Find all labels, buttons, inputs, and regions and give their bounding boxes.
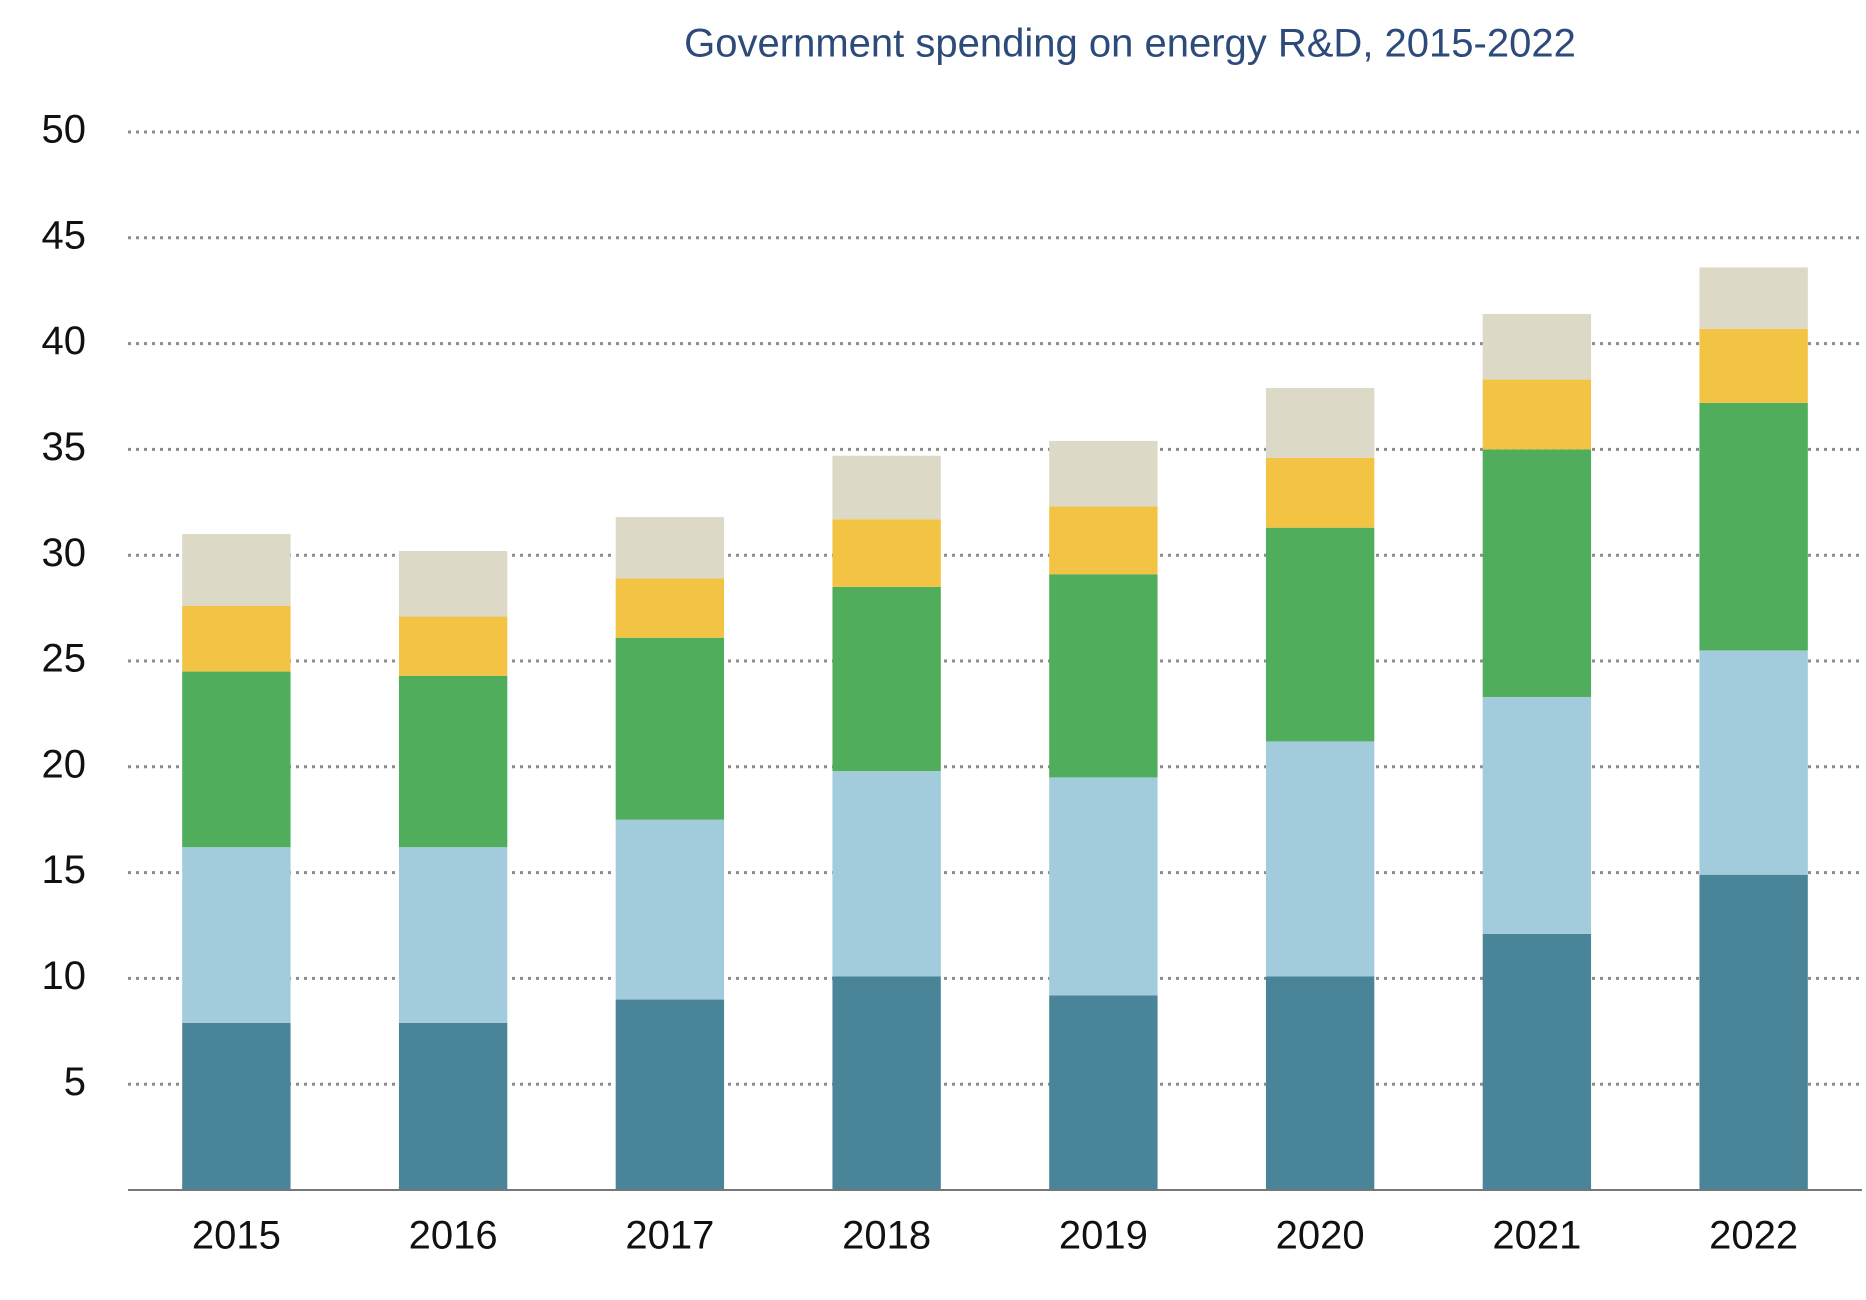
y-tick-label: 20 <box>42 742 87 786</box>
x-tick-label: 2015 <box>192 1214 281 1258</box>
bar-segment <box>1265 976 1375 1190</box>
x-tick-label: 2020 <box>1276 1214 1365 1258</box>
bar-segment <box>832 586 941 772</box>
bar-segment <box>182 847 291 1023</box>
bar-segment <box>1049 777 1158 996</box>
x-tick-label: 2021 <box>1492 1214 1581 1258</box>
x-tick-label: 2022 <box>1709 1214 1798 1258</box>
y-tick-label: 25 <box>42 637 87 681</box>
y-tick-label: 10 <box>42 954 87 998</box>
bar-segment <box>615 999 725 1190</box>
x-tick-label: 2017 <box>625 1214 714 1258</box>
bar-segment <box>832 771 941 977</box>
x-tick-label: 2018 <box>842 1214 931 1258</box>
bar-segment <box>1049 440 1158 507</box>
y-tick-label: 15 <box>42 848 87 892</box>
y-tick-label: 50 <box>42 108 87 152</box>
bar-segment <box>182 534 291 606</box>
bar-segment <box>1265 457 1375 528</box>
chart-title: Government spending on energy R&D, 2015-… <box>684 22 1576 66</box>
bar-segment <box>1482 313 1592 380</box>
bar-segment <box>1699 874 1808 1190</box>
bar-segment <box>1049 574 1158 778</box>
bar-segment <box>1049 995 1158 1190</box>
bar-segment <box>832 519 941 587</box>
bar-segment <box>1699 402 1808 651</box>
bar-segment <box>1265 527 1375 742</box>
x-tick-label: 2016 <box>409 1214 498 1258</box>
bar-segment <box>1482 696 1592 934</box>
y-tick-label: 40 <box>42 319 87 363</box>
bar-segment <box>832 976 941 1190</box>
bar-segment <box>615 517 725 579</box>
bar-segment <box>398 616 508 676</box>
y-tick-label: 5 <box>64 1060 86 1104</box>
bar-segment <box>1049 506 1158 575</box>
bar-segment <box>615 637 725 820</box>
bar-segment <box>832 455 941 520</box>
bar-segment <box>1265 388 1375 458</box>
y-tick-label: 35 <box>42 425 87 469</box>
bar-segment <box>1482 449 1592 697</box>
bar-segment <box>182 605 291 672</box>
bar-segment <box>398 550 508 617</box>
bar-segment <box>1699 328 1808 403</box>
bar-segment <box>1482 379 1592 450</box>
bar-segment <box>398 675 508 848</box>
bar-segment <box>615 578 725 638</box>
bar-segment <box>182 1022 291 1190</box>
bar-segment <box>1699 267 1808 329</box>
bar-segment <box>1699 650 1808 875</box>
bar-segment <box>398 847 508 1023</box>
bar-segment <box>1482 933 1592 1190</box>
bar-segment <box>398 1022 508 1190</box>
y-tick-label: 45 <box>42 213 87 257</box>
x-tick-label: 2019 <box>1059 1214 1148 1258</box>
bar-segment <box>1265 741 1375 977</box>
y-tick-label: 30 <box>42 531 87 575</box>
bar-segment <box>182 671 291 848</box>
bar-segment <box>615 819 725 1000</box>
